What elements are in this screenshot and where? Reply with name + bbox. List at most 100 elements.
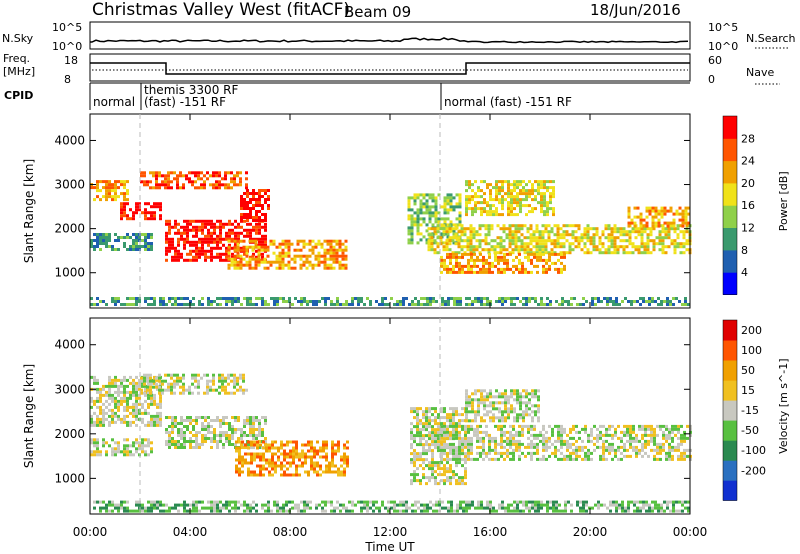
velocity-cell bbox=[153, 503, 156, 507]
velocity-cell bbox=[605, 457, 608, 461]
power-cell bbox=[637, 227, 641, 231]
velocity-cell bbox=[253, 452, 256, 456]
power-cell bbox=[186, 297, 189, 300]
velocity-cell bbox=[413, 410, 416, 414]
velocity-cell bbox=[240, 503, 243, 507]
power-cell bbox=[296, 254, 300, 258]
velocity-cell bbox=[237, 506, 240, 510]
velocity-cell bbox=[307, 470, 310, 474]
velocity-cell bbox=[102, 393, 105, 397]
power-cell bbox=[455, 258, 458, 262]
power-cell bbox=[542, 252, 545, 256]
power-cell bbox=[431, 211, 435, 215]
velocity-cell bbox=[192, 425, 195, 428]
velocity-cell bbox=[428, 431, 431, 435]
power-cell bbox=[114, 189, 117, 193]
power-cell bbox=[416, 211, 420, 215]
power-cell bbox=[239, 248, 243, 252]
velocity-cell bbox=[132, 444, 135, 448]
velocity-cell bbox=[292, 458, 295, 462]
velocity-cell bbox=[458, 430, 461, 434]
velocity-cell bbox=[159, 509, 162, 513]
velocity-cell bbox=[512, 439, 515, 443]
power-cell bbox=[329, 254, 333, 258]
power-cell bbox=[225, 300, 228, 303]
velocity-cell bbox=[434, 410, 437, 414]
power-cell bbox=[448, 230, 452, 234]
velocity-cell bbox=[203, 373, 206, 377]
power-cell bbox=[416, 229, 420, 233]
velocity-cell bbox=[584, 430, 587, 434]
velocity-cell bbox=[569, 451, 572, 455]
velocity-cell bbox=[264, 509, 267, 513]
power-cell bbox=[458, 220, 462, 224]
velocity-cell bbox=[471, 407, 474, 411]
velocity-cell bbox=[419, 440, 422, 444]
velocity-cell bbox=[458, 442, 461, 446]
power-cell bbox=[120, 205, 123, 209]
velocity-cell bbox=[189, 431, 192, 434]
velocity-cell bbox=[503, 457, 506, 461]
power-cell bbox=[495, 198, 498, 202]
power-cell bbox=[141, 239, 144, 242]
velocity-cell bbox=[319, 467, 322, 471]
velocity-cell bbox=[138, 441, 141, 445]
velocity-cell bbox=[111, 408, 114, 412]
velocity-cell bbox=[431, 419, 434, 423]
velocity-cell bbox=[228, 437, 231, 440]
power-cell bbox=[519, 198, 522, 202]
power-cell bbox=[338, 239, 342, 243]
velocity-cell bbox=[390, 500, 393, 504]
velocity-cell bbox=[183, 503, 186, 507]
power-cell bbox=[537, 303, 540, 306]
power-cell bbox=[540, 195, 543, 199]
power-cell bbox=[225, 234, 228, 238]
velocity-cell bbox=[165, 509, 168, 513]
velocity-cell bbox=[346, 464, 349, 468]
power-cell bbox=[162, 300, 165, 303]
velocity-cell bbox=[531, 419, 534, 423]
power-cell bbox=[174, 225, 177, 229]
velocity-cell bbox=[96, 444, 99, 448]
velocity-cell bbox=[519, 392, 522, 396]
power-cell bbox=[222, 258, 225, 262]
velocity-cell bbox=[191, 391, 194, 395]
velocity-cell bbox=[560, 427, 563, 431]
velocity-cell bbox=[334, 464, 337, 468]
power-cell bbox=[478, 245, 482, 249]
velocity-cell bbox=[120, 420, 123, 424]
velocity-cell bbox=[431, 461, 434, 465]
power-cell bbox=[177, 237, 180, 241]
velocity-cell bbox=[426, 506, 429, 510]
power-ytick-label: 1000 bbox=[54, 266, 85, 280]
power-cell bbox=[501, 180, 504, 184]
velocity-cell bbox=[149, 391, 152, 395]
power-cell bbox=[607, 224, 611, 228]
power-cell bbox=[663, 221, 667, 225]
velocity-cell bbox=[144, 408, 147, 412]
velocity-cell bbox=[273, 503, 276, 507]
velocity-cell bbox=[665, 424, 668, 428]
velocity-cell bbox=[653, 448, 656, 452]
velocity-cell bbox=[334, 443, 337, 447]
velocity-cell bbox=[337, 467, 340, 471]
velocity-cell bbox=[185, 388, 188, 392]
power-cell bbox=[120, 303, 123, 306]
power-cell bbox=[261, 300, 264, 303]
velocity-cell bbox=[207, 428, 210, 431]
power-cell bbox=[234, 237, 237, 241]
power-cell bbox=[488, 255, 491, 259]
velocity-cell bbox=[360, 500, 363, 504]
power-cell bbox=[120, 236, 123, 239]
velocity-cell bbox=[252, 446, 255, 449]
velocity-cell bbox=[452, 449, 455, 453]
power-cell bbox=[580, 236, 584, 240]
velocity-cell bbox=[280, 443, 283, 447]
power-cell bbox=[616, 236, 620, 240]
power-cell bbox=[306, 303, 309, 306]
velocity-cell bbox=[503, 451, 506, 455]
power-cell bbox=[129, 217, 132, 221]
velocity-cell bbox=[147, 393, 150, 397]
